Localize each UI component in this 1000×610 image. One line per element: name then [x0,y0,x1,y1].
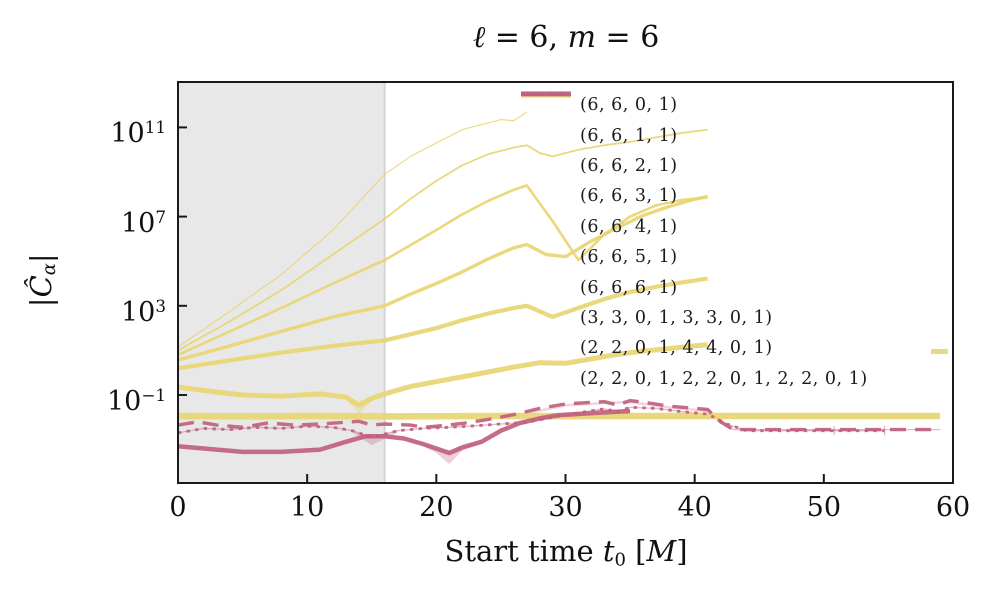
series-2-2-0-1-2-2-0-1-2-2-0-1 [178,408,631,456]
y-tick-label-1e3: 103 [120,295,166,328]
series-2-2-0-1-4-4-0-1 [178,398,941,432]
x-tick-label-10: 10 [289,492,325,523]
plot-title: ℓ = 6, m = 6 [472,20,660,55]
x-tick-label-20: 20 [419,492,454,523]
y-axis-label: |Ĉα| [23,253,61,308]
series-2-2-0-1-4-4-0-1-connector [707,409,941,431]
x-tick-label-0: 0 [169,492,187,523]
legend-item-6-6-6-1: (6, 6, 6, 1) [521,93,868,302]
legend: (6, 6, 0, 1) (6, 6, 1, 1) (6, 6, 2, 1) (6, … [521,90,868,394]
legend-item-6-6-2-1: (6, 6, 2, 1) [521,91,868,181]
y-tick-label-1e11: 1011 [110,117,166,150]
legend-item-6-6-1-1: (6, 6, 1, 1) [521,91,868,150]
y-tick-label-1e7: 107 [120,206,166,239]
legend-item-6-6-0-1: (6, 6, 0, 1) [521,90,868,120]
legend-label: (6, 6, 2, 1) [580,155,678,176]
band-6-6-1-1-dip [345,397,372,414]
legend-label: (6, 6, 3, 1) [580,186,678,207]
legend-item-6-6-3-1: (6, 6, 3, 1) [521,92,868,211]
legend-item-2-2-0-1-4-4-0-1: (2, 2, 0, 1, 4, 4, 0, 1) [521,92,868,363]
legend-label: (6, 6, 0, 1) [580,95,678,116]
band-dash-hump [513,400,708,418]
band-2-2-solid-dip [423,441,482,465]
series-6-6-6-1 [178,111,528,348]
legend-item-6-6-5-1: (6, 6, 5, 1) [521,93,868,272]
legend-item-6-6-4-1: (6, 6, 4, 1) [521,92,868,242]
x-tick-label-50: 50 [806,492,841,523]
legend-item-2-2-0-1-2-2-0-1-2-2-0-1: (2, 2, 0, 1, 2, 2, 0, 1, 2, 2, 0, 1) [521,91,868,394]
series-3-3-0-1-3-3-0-1 [178,405,885,439]
shaded-region [178,82,385,483]
y-tick-label-1e-1: 10−1 [106,385,166,418]
series-3-3-0-1-3-3-0-1-connector [178,406,885,439]
x-axis-label: Start time t0 [M] [444,534,688,571]
x-tick-label-60: 60 [935,492,971,523]
legend-label: (2, 2, 0, 1, 4, 4, 0, 1) [580,338,773,359]
legend-label: (2, 2, 0, 1, 2, 2, 0, 1, 2, 2, 0, 1) [580,368,868,389]
x-tick-label-30: 30 [548,492,583,523]
x-tick-label-40: 40 [677,492,712,523]
legend-label: (3, 3, 0, 1, 3, 3, 0, 1) [580,307,773,328]
legend-label: (6, 6, 5, 1) [580,247,678,268]
legend-item-3-3-0-1-3-3-0-1: (3, 3, 0, 1, 3, 3, 0, 1) [521,92,868,333]
band-3-3-dip [352,430,398,446]
legend-label: (6, 6, 6, 1) [580,277,678,298]
legend-label: (6, 6, 1, 1) [580,125,678,146]
legend-label: (6, 6, 4, 1) [580,216,678,237]
